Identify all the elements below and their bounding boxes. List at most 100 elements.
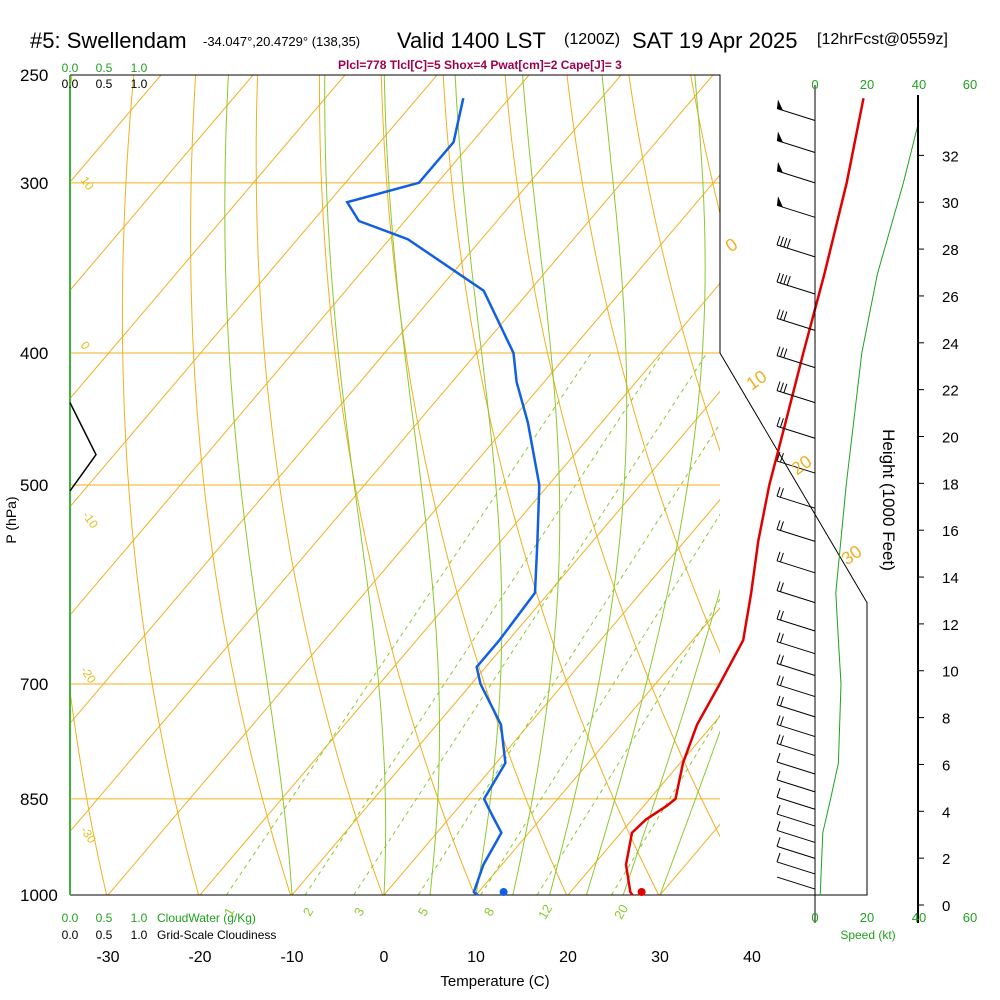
wind-barb-pennant xyxy=(777,99,783,111)
wind-barb-feather xyxy=(776,632,781,642)
speed-tick-label: 40 xyxy=(912,910,926,925)
wind-barb-feather xyxy=(776,837,781,847)
cloudwater-tick-label-top: 0.0 xyxy=(62,61,79,75)
height-tick-label: 12 xyxy=(942,617,959,634)
temperature-tick-label: -20 xyxy=(188,949,211,966)
cloudiness-tick-label-top: 0.5 xyxy=(96,77,113,91)
wind-barb-feather xyxy=(776,734,781,744)
wind-barb-feather xyxy=(779,382,784,392)
wind-barb-feather xyxy=(779,488,784,498)
wind-barb xyxy=(776,761,816,775)
height-tick-label: 26 xyxy=(942,289,959,306)
isotherm-label: 30 xyxy=(838,541,866,569)
cloudwater-tick-label-top: 1.0 xyxy=(131,61,148,75)
wind-barb xyxy=(776,845,816,859)
isotherm-line xyxy=(199,282,720,895)
pressure-tick-label: 400 xyxy=(20,344,48,363)
moist-adiabat-line xyxy=(324,75,387,895)
wind-barb-feather xyxy=(776,804,781,815)
cloudwater-label: CloudWater (g/Kg) xyxy=(157,911,256,925)
wind-barb xyxy=(776,779,816,793)
wind-barb xyxy=(776,528,816,542)
cloudiness-trace xyxy=(69,402,97,492)
wind-barb xyxy=(776,495,816,509)
speed-tick-label: 0 xyxy=(811,910,818,925)
wind-barb-feather xyxy=(779,347,784,357)
dry-adiabat-label: -20 xyxy=(78,664,100,687)
mixing-ratio-line xyxy=(536,598,720,895)
wind-barb xyxy=(776,876,816,890)
valid-time: Valid 1400 LST xyxy=(397,28,546,53)
mixing-ratio-line xyxy=(353,352,708,895)
mixing-ratio-line xyxy=(480,513,720,895)
mixing-ratio-line xyxy=(417,422,720,895)
wind-barb-feather xyxy=(783,311,788,321)
temperature-tick-label: -10 xyxy=(280,949,303,966)
wind-barb-feather xyxy=(776,821,781,831)
wind-barb-feather xyxy=(776,788,781,798)
pressure-tick-label: 300 xyxy=(20,174,48,193)
wind-barb xyxy=(776,724,816,738)
mixing-ratio-label: 5 xyxy=(415,905,432,919)
dry-adiabat-line xyxy=(0,0,33,924)
mixing-ratio-label: 20 xyxy=(611,902,631,922)
chart-frame xyxy=(69,74,868,896)
wind-barb-feather xyxy=(776,609,781,620)
wind-barb xyxy=(776,390,816,404)
wind-barb-feather xyxy=(779,452,784,463)
pressure-tick-label: 500 xyxy=(20,476,48,495)
dry-adiabat-label: 10 xyxy=(78,174,97,193)
wind-barb xyxy=(776,861,816,875)
grid-lines xyxy=(0,0,720,924)
dry-adiabat-line xyxy=(566,75,720,654)
dry-adiabat-line xyxy=(190,75,292,895)
frame-border xyxy=(70,74,868,896)
mixing-ratio-line xyxy=(611,714,720,895)
wind-barb xyxy=(776,813,816,827)
wind-barb-feather xyxy=(776,852,781,863)
wind-barb xyxy=(776,796,816,810)
wind-barb-feather xyxy=(776,675,781,685)
moist-adiabat-line xyxy=(383,75,440,895)
wind-barb-pennant xyxy=(777,161,783,173)
isotherm-line xyxy=(70,75,530,616)
stability-indices: Plcl=778 Tlcl[C]=5 Shox=4 Pwat[cm]=2 Cap… xyxy=(338,58,622,72)
wind-barb xyxy=(776,704,816,718)
height-tick-label: 22 xyxy=(942,383,959,400)
cloudiness-tick-label: 0.0 xyxy=(62,928,79,942)
mixing-ratio-label: 2 xyxy=(300,905,317,919)
wind-barb-feather xyxy=(779,716,784,726)
speed-tick-label: 20 xyxy=(860,910,874,925)
surface-temperature-point xyxy=(637,888,646,896)
speed-tick-label-top: 20 xyxy=(860,77,874,92)
wind-barb-feather xyxy=(779,582,784,592)
isotherm-line xyxy=(70,75,622,725)
wind-barb xyxy=(776,663,816,676)
wind-barb-feather xyxy=(779,273,784,284)
wind-barb-feather xyxy=(779,236,784,247)
wind-barb xyxy=(776,743,816,757)
speed-tick-label: 60 xyxy=(963,910,977,925)
cloudwater-tick-label: 1.0 xyxy=(131,911,148,925)
wind-barb-feather xyxy=(779,676,784,686)
chart-header: #5: Swellendam -34.047°,20.4729° (138,35… xyxy=(0,0,1000,60)
temperature-tick-label: -30 xyxy=(96,949,119,966)
wind-barb-feather xyxy=(786,276,791,286)
wind-barb-feather xyxy=(779,696,784,707)
mixing-ratio-label: 8 xyxy=(481,905,498,919)
moist-adiabat-line xyxy=(585,75,706,895)
temperature-tick-label: 30 xyxy=(651,949,669,966)
wind-barb xyxy=(776,684,816,698)
height-tick-label: 30 xyxy=(942,195,959,212)
dry-adiabat-line xyxy=(70,75,108,895)
wind-barb-feather xyxy=(779,310,784,320)
wind-barb-feather xyxy=(776,451,781,462)
speed-line xyxy=(819,120,920,896)
wind-barb-feather xyxy=(783,274,788,285)
wind-barb-feather xyxy=(776,752,781,763)
wind-barb-feather xyxy=(779,418,784,428)
wind-barb-feather xyxy=(776,520,781,530)
pressure-tick-label: 850 xyxy=(20,790,48,809)
cloudwater-tick-label-top: 0.5 xyxy=(96,61,113,75)
